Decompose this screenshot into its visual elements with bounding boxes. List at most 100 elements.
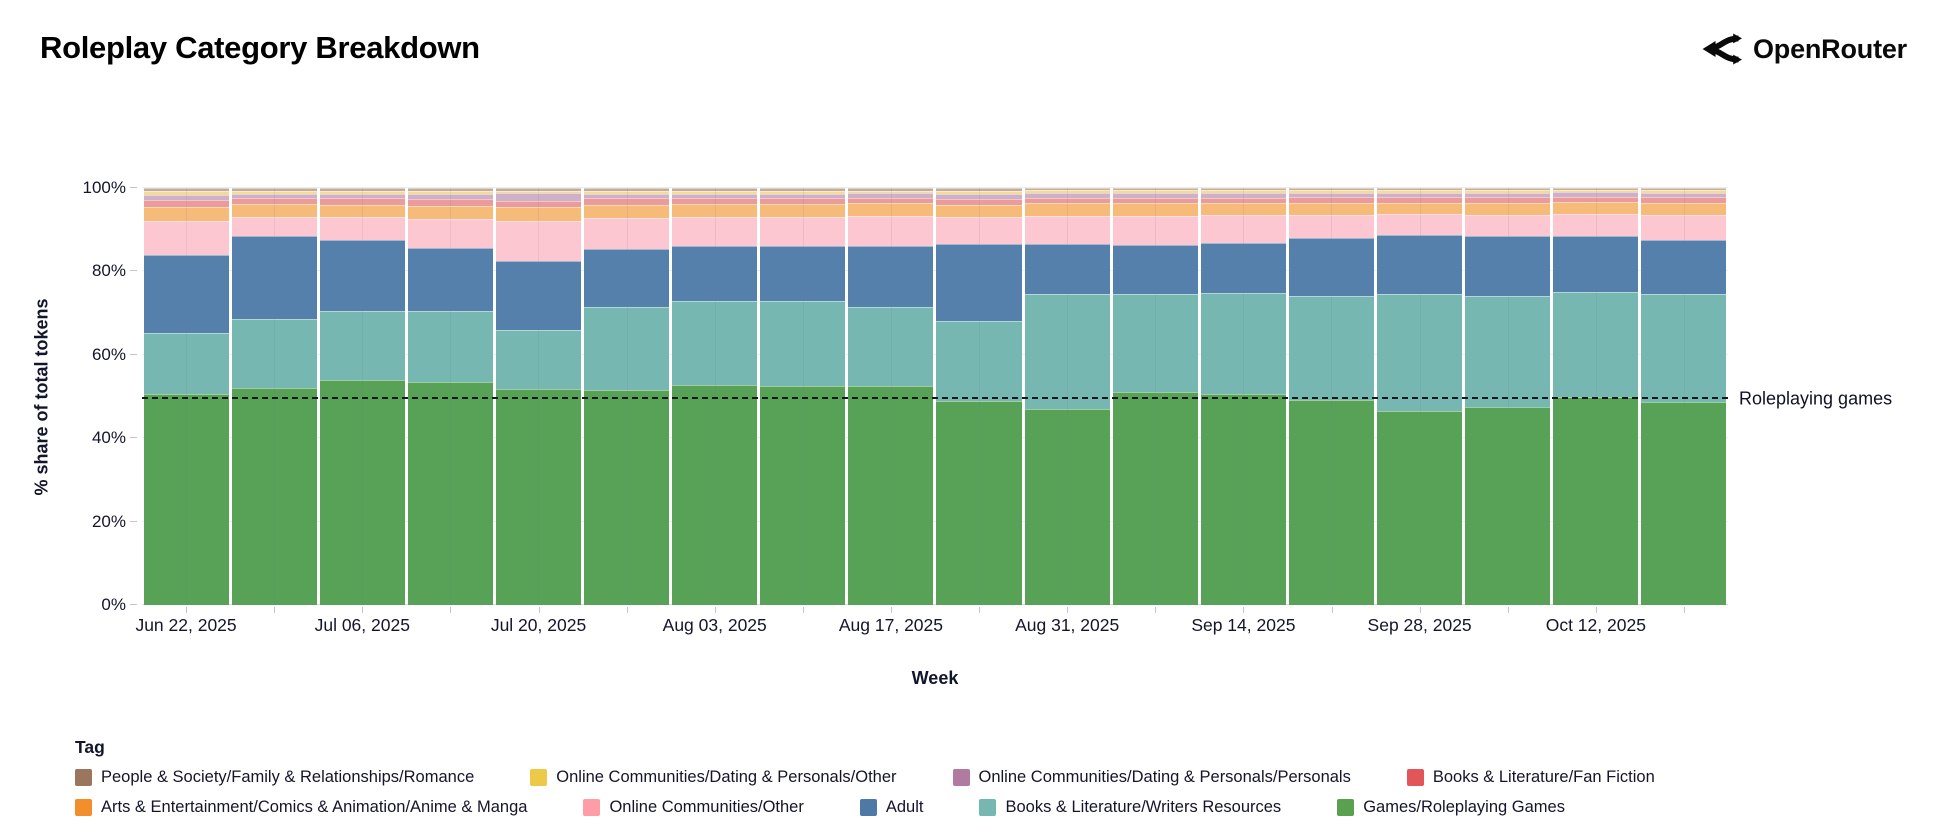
bar-segment[interactable] [1024, 215, 1110, 245]
bar-segment[interactable] [1200, 193, 1286, 198]
bar-segment[interactable] [1200, 215, 1286, 244]
bar-week[interactable] [671, 188, 759, 605]
bar-segment[interactable] [1288, 296, 1375, 401]
bar-segment[interactable] [495, 261, 582, 330]
bar-segment[interactable] [1288, 203, 1375, 216]
bar-segment[interactable] [1465, 190, 1551, 194]
bar-segment[interactable] [1024, 203, 1110, 216]
legend-item[interactable]: Games/Roleplaying Games [1337, 798, 1565, 817]
bar-segment[interactable] [143, 195, 229, 200]
bar-segment[interactable] [1377, 202, 1463, 214]
bar-segment[interactable] [1112, 203, 1198, 216]
bar-segment[interactable] [231, 190, 317, 194]
bar-segment[interactable] [672, 245, 758, 301]
bar-segment[interactable] [495, 201, 582, 207]
bar-segment[interactable] [1024, 197, 1110, 204]
bar-segment[interactable] [1377, 294, 1463, 411]
bar-segment[interactable] [319, 217, 405, 240]
bar-segment[interactable] [1200, 190, 1286, 194]
bar-segment[interactable] [584, 390, 670, 605]
bar-segment[interactable] [1288, 197, 1375, 204]
bar-week[interactable] [583, 188, 671, 605]
bar-segment[interactable] [1553, 188, 1639, 191]
bar-segment[interactable] [584, 218, 670, 249]
bar-segment[interactable] [672, 193, 758, 199]
bar-segment[interactable] [672, 217, 758, 246]
bar-segment[interactable] [848, 385, 934, 605]
bar-segment[interactable] [143, 199, 229, 207]
bar-segment[interactable] [231, 188, 317, 191]
bar-segment[interactable] [760, 385, 846, 605]
legend-item[interactable]: Online Communities/Dating & Personals/Pe… [952, 768, 1351, 787]
bar-segment[interactable] [407, 311, 493, 382]
bar-week[interactable] [1199, 188, 1287, 605]
bar-segment[interactable] [760, 190, 846, 194]
bar-segment[interactable] [1112, 215, 1198, 246]
bar-segment[interactable] [584, 198, 670, 205]
bar-segment[interactable] [848, 188, 934, 191]
bar-segment[interactable] [1553, 213, 1639, 236]
bar-segment[interactable] [1553, 396, 1639, 605]
bar-segment[interactable] [760, 217, 846, 247]
bar-segment[interactable] [407, 188, 493, 191]
bar-segment[interactable] [231, 193, 317, 199]
bar-week[interactable] [847, 188, 935, 605]
bar-segment[interactable] [407, 381, 493, 605]
bar-week[interactable] [142, 188, 230, 605]
bar-segment[interactable] [1553, 192, 1639, 197]
bar-segment[interactable] [848, 246, 934, 307]
bar-segment[interactable] [936, 198, 1022, 205]
bar-segment[interactable] [319, 204, 405, 218]
bar-segment[interactable] [319, 311, 405, 380]
bar-week[interactable] [1464, 188, 1552, 605]
bar-segment[interactable] [1288, 190, 1375, 194]
bar-segment[interactable] [143, 221, 229, 255]
bar-segment[interactable] [848, 203, 934, 217]
legend-item[interactable]: Online Communities/Other [583, 798, 804, 817]
legend-item[interactable]: People & Society/Family & Relationships/… [75, 768, 474, 787]
bar-segment[interactable] [672, 198, 758, 204]
bar-segment[interactable] [1112, 197, 1198, 204]
bar-segment[interactable] [760, 193, 846, 199]
bar-segment[interactable] [407, 219, 493, 249]
bar-week[interactable] [230, 188, 318, 605]
bar-segment[interactable] [1641, 197, 1727, 204]
bar-segment[interactable] [143, 332, 229, 395]
bar-segment[interactable] [1288, 215, 1375, 239]
bar-segment[interactable] [672, 190, 758, 194]
bar-week[interactable] [1376, 188, 1464, 605]
bar-segment[interactable] [1465, 296, 1551, 407]
bar-segment[interactable] [760, 246, 846, 301]
bar-segment[interactable] [1024, 409, 1110, 605]
bar-segment[interactable] [936, 217, 1022, 245]
bar-segment[interactable] [1641, 193, 1727, 198]
bar-segment[interactable] [672, 384, 758, 605]
bar-segment[interactable] [1465, 193, 1551, 198]
bar-segment[interactable] [495, 188, 582, 191]
legend-item[interactable]: Arts & Entertainment/Comics & Animation/… [75, 798, 527, 817]
bar-segment[interactable] [1024, 193, 1110, 198]
bar-segment[interactable] [319, 190, 405, 195]
bar-segment[interactable] [1553, 190, 1639, 193]
bar-week[interactable] [1552, 188, 1640, 605]
bar-segment[interactable] [848, 216, 934, 247]
bar-segment[interactable] [407, 190, 493, 195]
bar-segment[interactable] [1377, 193, 1463, 198]
bar-segment[interactable] [495, 389, 582, 605]
bar-segment[interactable] [1465, 202, 1551, 215]
bar-segment[interactable] [1641, 203, 1727, 216]
bar-segment[interactable] [1465, 188, 1551, 191]
bar-segment[interactable] [936, 244, 1022, 322]
bar-segment[interactable] [584, 190, 670, 194]
bar-segment[interactable] [495, 206, 582, 222]
bar-segment[interactable] [1112, 245, 1198, 295]
bar-segment[interactable] [231, 388, 317, 605]
bar-segment[interactable] [936, 400, 1022, 605]
bar-segment[interactable] [1641, 294, 1727, 403]
bar-week[interactable] [1023, 188, 1111, 605]
bar-segment[interactable] [1377, 190, 1463, 194]
legend-item[interactable]: Adult [859, 798, 923, 817]
bar-week[interactable] [318, 188, 406, 605]
bar-week[interactable] [1111, 188, 1199, 605]
bar-segment[interactable] [848, 306, 934, 386]
